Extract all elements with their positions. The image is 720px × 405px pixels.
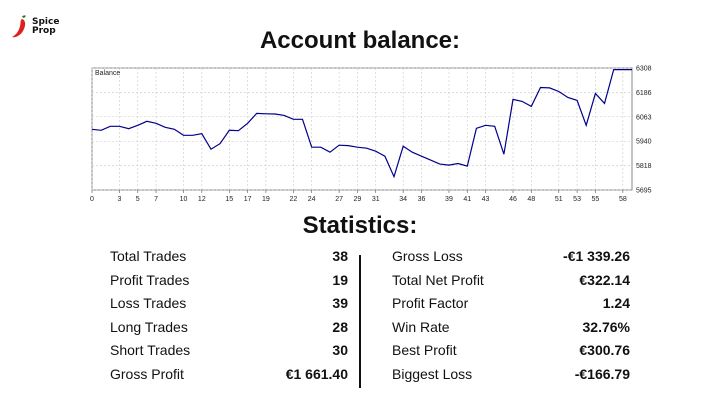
x-tick-label: 22 <box>289 196 297 203</box>
x-tick-label: 10 <box>180 196 188 203</box>
stat-label: Long Trades <box>110 318 188 335</box>
stat-value: 39 <box>332 295 348 312</box>
x-tick-label: 29 <box>354 196 362 203</box>
logo-text-line2: Prop <box>32 26 56 36</box>
chart-grid <box>91 67 632 191</box>
stat-row-gross-profit: Gross Profit €1 661.40 <box>110 366 348 390</box>
chart-title: Balance <box>95 70 120 77</box>
balance-series-line <box>91 69 632 179</box>
y-axis-ticks: 5695 5818 5940 6063 6186 6308 <box>636 66 652 195</box>
x-tick-label: 48 <box>527 196 535 203</box>
x-tick-label: 15 <box>225 196 233 203</box>
x-tick-label: 3 <box>118 196 122 203</box>
stat-label: Short Trades <box>110 342 191 359</box>
stat-label: Win Rate <box>392 318 450 335</box>
stat-label: Loss Trades <box>110 295 187 312</box>
stat-label: Best Profit <box>392 342 457 359</box>
stat-row-loss-trades: Loss Trades 39 <box>110 295 348 319</box>
stat-row-long-trades: Long Trades 28 <box>110 319 348 343</box>
stat-value: 32.76% <box>582 318 630 335</box>
x-tick-label: 41 <box>463 196 471 203</box>
x-tick-label: 36 <box>418 196 426 203</box>
x-tick-label: 19 <box>262 196 270 203</box>
y-tick-label: 6063 <box>636 114 652 121</box>
x-tick-label: 34 <box>399 196 407 203</box>
x-axis-ticks: 0 3 5 7 10 12 15 17 19 22 24 27 29 31 34 36 39 41 43 46 48 51… <box>90 190 627 203</box>
stat-label: Biggest Loss <box>392 365 473 382</box>
plot-area <box>91 67 633 191</box>
stat-label: Total Trades <box>110 248 187 264</box>
stat-row-biggest-loss: Biggest Loss -€166.79 <box>392 366 630 390</box>
x-tick-label: 5 <box>136 196 140 203</box>
stat-value: -€1 339.26 <box>563 248 630 264</box>
stat-row-total-trades: Total Trades 38 <box>110 248 348 272</box>
stats-divider <box>359 255 361 388</box>
stat-label: Gross Profit <box>110 365 184 382</box>
stat-value: 30 <box>332 342 348 359</box>
stat-label: Profit Trades <box>110 271 190 288</box>
stats-left-column: Total Trades 38 Profit Trades 19 Loss Tr… <box>110 248 348 390</box>
stat-row-gross-loss: Gross Loss -€1 339.26 <box>392 248 630 272</box>
stat-value: €322.14 <box>579 271 630 288</box>
stat-label: Profit Factor <box>392 295 469 312</box>
stat-label: Total Net Profit <box>392 271 484 288</box>
y-tick-label: 5818 <box>636 163 652 170</box>
y-tick-label: 5940 <box>636 139 652 146</box>
y-tick-label: 5695 <box>636 188 652 195</box>
stat-value: -€166.79 <box>574 365 630 382</box>
x-tick-label: 39 <box>445 196 453 203</box>
x-tick-label: 43 <box>482 196 490 203</box>
stat-row-short-trades: Short Trades 30 <box>110 342 348 366</box>
statistics-panel: Total Trades 38 Profit Trades 19 Loss Tr… <box>0 248 720 398</box>
logo-text-line1: Spice <box>32 17 60 27</box>
stat-value: €1 661.40 <box>285 365 348 382</box>
x-tick-label: 58 <box>619 196 627 203</box>
x-tick-label: 31 <box>372 196 380 203</box>
stat-row-best-profit: Best Profit €300.76 <box>392 342 630 366</box>
x-tick-label: 12 <box>198 196 206 203</box>
stat-value: 19 <box>332 271 348 288</box>
stat-value: 1.24 <box>602 295 630 312</box>
stat-row-profit-trades: Profit Trades 19 <box>110 272 348 296</box>
x-tick-label: 46 <box>509 196 517 203</box>
stat-value: 28 <box>332 318 348 335</box>
stat-label: Gross Loss <box>392 248 463 264</box>
x-tick-label: 55 <box>591 196 599 203</box>
x-tick-label: 0 <box>90 196 94 203</box>
balance-chart: Balance 0 3 5 7 10 12 15 17 19 22 24 27 29 31 34 36 39 41… <box>0 60 720 215</box>
x-tick-label: 27 <box>335 196 343 203</box>
balance-chart-svg: Balance 0 3 5 7 10 12 15 17 19 22 24 27 29 31 34 36 39 41… <box>90 66 652 204</box>
y-tick-label: 6308 <box>636 66 652 73</box>
stat-value: 38 <box>332 248 348 264</box>
account-balance-heading: Account balance: <box>259 27 461 54</box>
stat-value: €300.76 <box>579 342 630 359</box>
y-tick-label: 6186 <box>636 90 652 97</box>
x-tick-label: 17 <box>244 196 252 203</box>
x-tick-label: 7 <box>154 196 158 203</box>
x-tick-label: 24 <box>308 196 316 203</box>
x-tick-label: 51 <box>555 196 563 203</box>
stat-row-win-rate: Win Rate 32.76% <box>392 319 630 343</box>
x-tick-label: 53 <box>573 196 581 203</box>
statistics-heading: Statistics: <box>302 212 418 239</box>
chili-pepper-icon <box>12 15 26 38</box>
stats-right-column: Gross Loss -€1 339.26 Total Net Profit €… <box>392 248 630 390</box>
stat-row-profit-factor: Profit Factor 1.24 <box>392 295 630 319</box>
logo: Spice Prop <box>10 14 59 40</box>
stat-row-total-net-profit: Total Net Profit €322.14 <box>392 272 630 296</box>
